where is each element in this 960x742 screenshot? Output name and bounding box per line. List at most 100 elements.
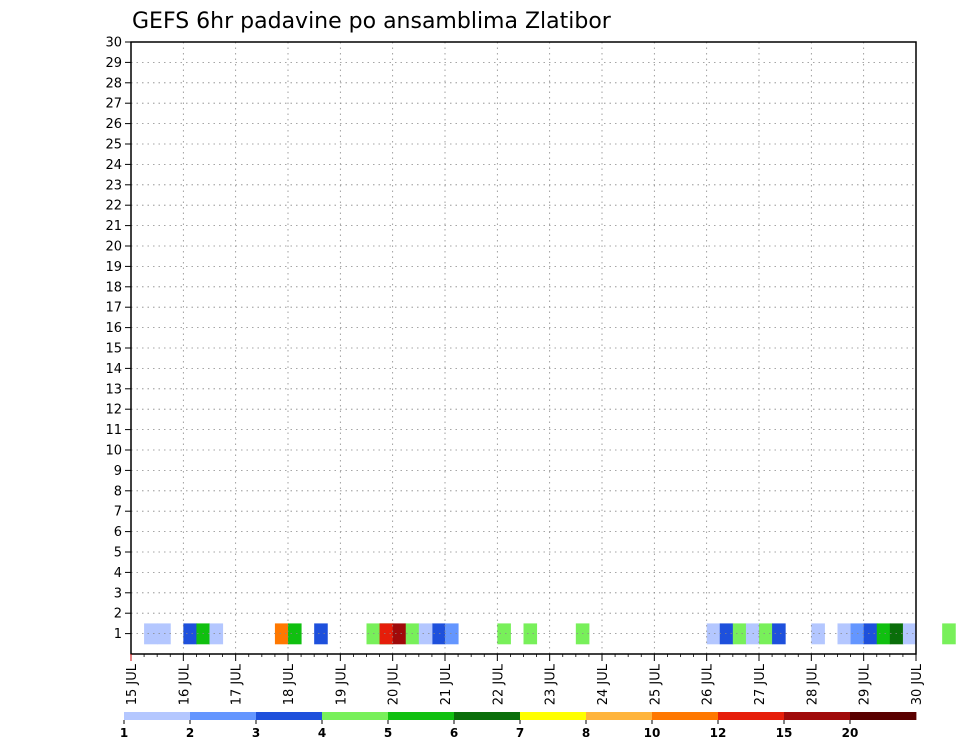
y-tick-label: 2	[114, 607, 122, 622]
y-tick-label: 6	[114, 525, 122, 540]
legend-label: 2	[186, 726, 194, 740]
legend-label: 1	[120, 726, 128, 740]
legend-swatch	[718, 712, 785, 720]
heatmap-cell	[837, 623, 852, 645]
legend-label: 5	[384, 726, 392, 740]
heatmap-cell	[497, 623, 511, 645]
heatmap-cell	[902, 623, 917, 645]
y-tick-label: 26	[105, 117, 122, 132]
legend-label: 3	[252, 726, 260, 740]
x-tick-label: 29 JUL	[858, 663, 873, 705]
heatmap-cell	[157, 623, 171, 645]
x-tick-label: 27 JUL	[753, 663, 768, 705]
x-tick-label: 18 JUL	[282, 663, 297, 705]
x-tick-label: 21 JUL	[439, 663, 454, 705]
y-axis: 1234567891011121314151617181920212223242…	[105, 36, 131, 642]
y-tick-label: 22	[105, 199, 122, 214]
y-tick-label: 21	[105, 219, 122, 234]
y-tick-label: 27	[105, 97, 122, 112]
y-tick-label: 17	[105, 301, 122, 316]
y-tick-label: 16	[105, 321, 122, 336]
y-tick-label: 9	[114, 464, 122, 479]
x-tick-label: 25 JUL	[648, 663, 663, 705]
grid-layer	[131, 41, 916, 654]
x-tick-label: 28 JUL	[805, 663, 820, 705]
heatmap-cell	[392, 623, 407, 645]
legend-swatch	[388, 712, 455, 720]
cells-layer	[144, 623, 956, 645]
legend-swatch	[124, 712, 191, 720]
heatmap-cell	[706, 623, 721, 645]
legend-swatch	[652, 712, 719, 720]
heatmap-cell	[732, 623, 747, 645]
legend-label: 15	[776, 726, 793, 740]
heatmap-cell	[288, 623, 302, 645]
legend-label: 6	[450, 726, 458, 740]
legend-swatch	[784, 712, 851, 720]
x-tick-label: 24 JUL	[596, 663, 611, 705]
x-axis: 15 JUL 16 JUL 17 JUL 18 JUL 19 JUL 20 JUL 21 J…	[125, 654, 925, 705]
y-tick-label: 23	[105, 178, 122, 193]
y-tick-label: 5	[114, 546, 122, 561]
heatmap-cell	[314, 623, 328, 645]
legend-label: 7	[516, 726, 524, 740]
heatmap-cell	[863, 623, 878, 645]
heatmap-cell	[759, 623, 773, 645]
heatmap-cell	[772, 623, 786, 645]
heatmap-cell	[183, 623, 197, 645]
y-tick-label: 15	[105, 342, 122, 357]
legend-swatch	[520, 712, 587, 720]
heatmap-cell	[719, 623, 734, 645]
heatmap-cell	[431, 623, 446, 645]
heatmap-cell	[144, 623, 158, 645]
heatmap-cell	[274, 623, 289, 645]
y-tick-label: 30	[105, 36, 122, 51]
y-tick-label: 3	[114, 586, 122, 601]
y-tick-label: 24	[105, 158, 122, 173]
y-tick-label: 13	[105, 382, 122, 397]
legend-swatch	[256, 712, 323, 720]
legend-swatch	[850, 712, 917, 720]
y-tick-label: 25	[105, 138, 122, 153]
legend-label: 8	[582, 726, 590, 740]
heatmap-cell	[379, 623, 394, 645]
heatmap-cell	[418, 623, 433, 645]
x-tick-label: 19 JUL	[334, 663, 349, 705]
y-tick-label: 11	[105, 423, 122, 438]
y-tick-label: 8	[114, 484, 122, 499]
x-tick-label: 26 JUL	[701, 663, 716, 705]
y-tick-label: 28	[105, 76, 122, 91]
y-tick-label: 1	[114, 627, 122, 642]
y-tick-label: 20	[105, 240, 122, 255]
x-tick-label: 17 JUL	[230, 663, 245, 705]
y-tick-label: 14	[105, 362, 122, 377]
x-tick-label: 30 JUL	[910, 663, 925, 705]
heatmap-cell	[523, 623, 538, 645]
y-tick-label: 7	[114, 505, 122, 520]
heatmap-cell	[942, 623, 956, 645]
x-tick-label: 23 JUL	[544, 663, 559, 705]
y-tick-label: 19	[105, 260, 122, 275]
heatmap-cell	[876, 623, 891, 645]
y-tick-label: 10	[105, 444, 122, 459]
y-tick-label: 12	[105, 403, 122, 418]
y-tick-label: 29	[105, 56, 122, 71]
y-tick-label: 18	[105, 280, 122, 295]
legend: 1 2 3 4 5 6 7 8 10 12 15 20	[120, 712, 917, 740]
legend-swatch	[190, 712, 257, 720]
plot-frame	[130, 41, 917, 655]
legend-label: 12	[710, 726, 727, 740]
x-tick-label: 22 JUL	[491, 663, 506, 705]
heatmap-cell	[811, 623, 825, 645]
legend-label: 20	[842, 726, 859, 740]
x-tick-label: 16 JUL	[177, 663, 192, 705]
legend-label: 10	[644, 726, 661, 740]
legend-swatch	[322, 712, 389, 720]
legend-label: 4	[318, 726, 326, 740]
heatmap-cell	[445, 623, 459, 645]
heatmap-cell	[209, 623, 224, 645]
x-tick-label: 20 JUL	[387, 663, 402, 705]
legend-swatch	[454, 712, 521, 720]
y-tick-label: 4	[114, 566, 122, 581]
